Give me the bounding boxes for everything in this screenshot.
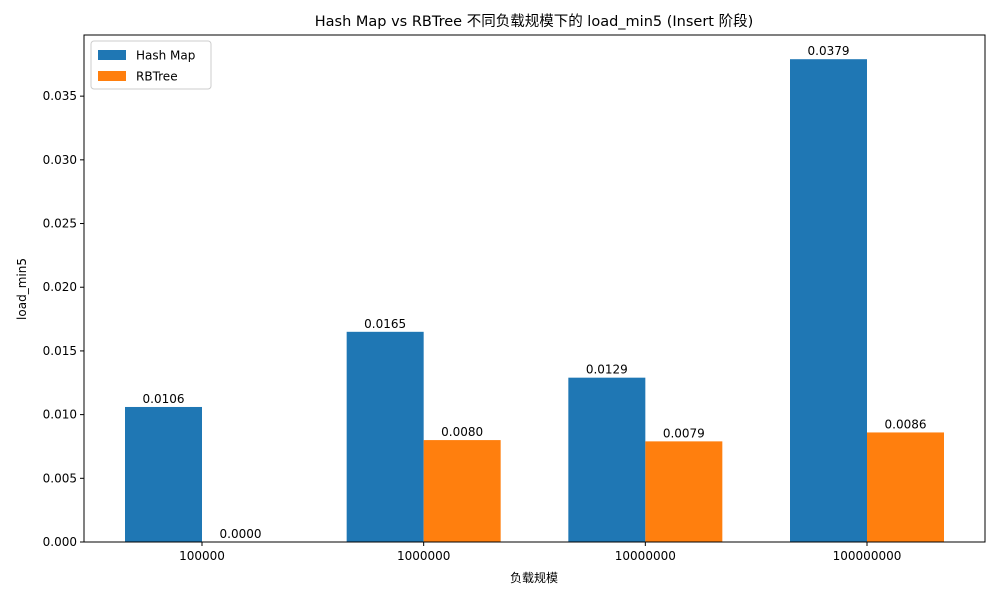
data-label: 0.0079 [663,426,705,440]
bar-hash-map-10000000 [568,377,646,542]
y-tick-label: 0.030 [43,153,77,167]
bar-hash-map-100000 [125,406,202,542]
y-tick-label: 0.020 [43,280,77,294]
x-tick-label: 1000000 [397,549,450,563]
data-label: 0.0379 [808,44,850,58]
legend-swatch [98,71,126,81]
y-tick-label: 0.025 [43,217,77,231]
data-label: 0.0129 [586,363,628,377]
bar-hash-map-100000000 [790,59,867,542]
y-tick-label: 0.035 [43,89,77,103]
legend-label: Hash Map [136,49,195,63]
data-label: 0.0000 [220,527,262,541]
plot-area: 0.0106 0.0165 0.0129 0.0379 0.0000 0.0080 0.00… [43,34,986,563]
y-axis-label: load_min5 [15,258,29,320]
chart-title: Hash Map vs RBTree 不同负载规模下的 load_min5 (I… [315,13,753,30]
y-tick-label: 0.015 [43,344,77,358]
x-tick-label: 100000 [179,549,225,563]
data-label: 0.0080 [441,425,483,439]
x-axis-label: 负载规模 [510,570,558,585]
y-tick-label: 0.005 [43,471,77,485]
data-label: 0.0086 [885,417,927,431]
legend-label: RBTree [136,70,178,84]
x-tick-label: 10000000 [615,549,676,563]
bar-rbtree-100000000 [867,432,944,542]
legend: Hash Map RBTree [90,40,212,90]
x-tick-label: 100000000 [833,549,902,563]
y-tick-label: 0.000 [43,535,77,549]
legend-swatch [98,50,126,60]
data-label: 0.0106 [143,392,185,406]
bar-hash-map-1000000 [346,331,424,542]
bar-rbtree-1000000 [423,440,501,542]
data-label: 0.0165 [364,317,406,331]
plot-frame [83,34,986,543]
bar-rbtree-10000000 [645,441,723,542]
y-tick-label: 0.010 [43,408,77,422]
